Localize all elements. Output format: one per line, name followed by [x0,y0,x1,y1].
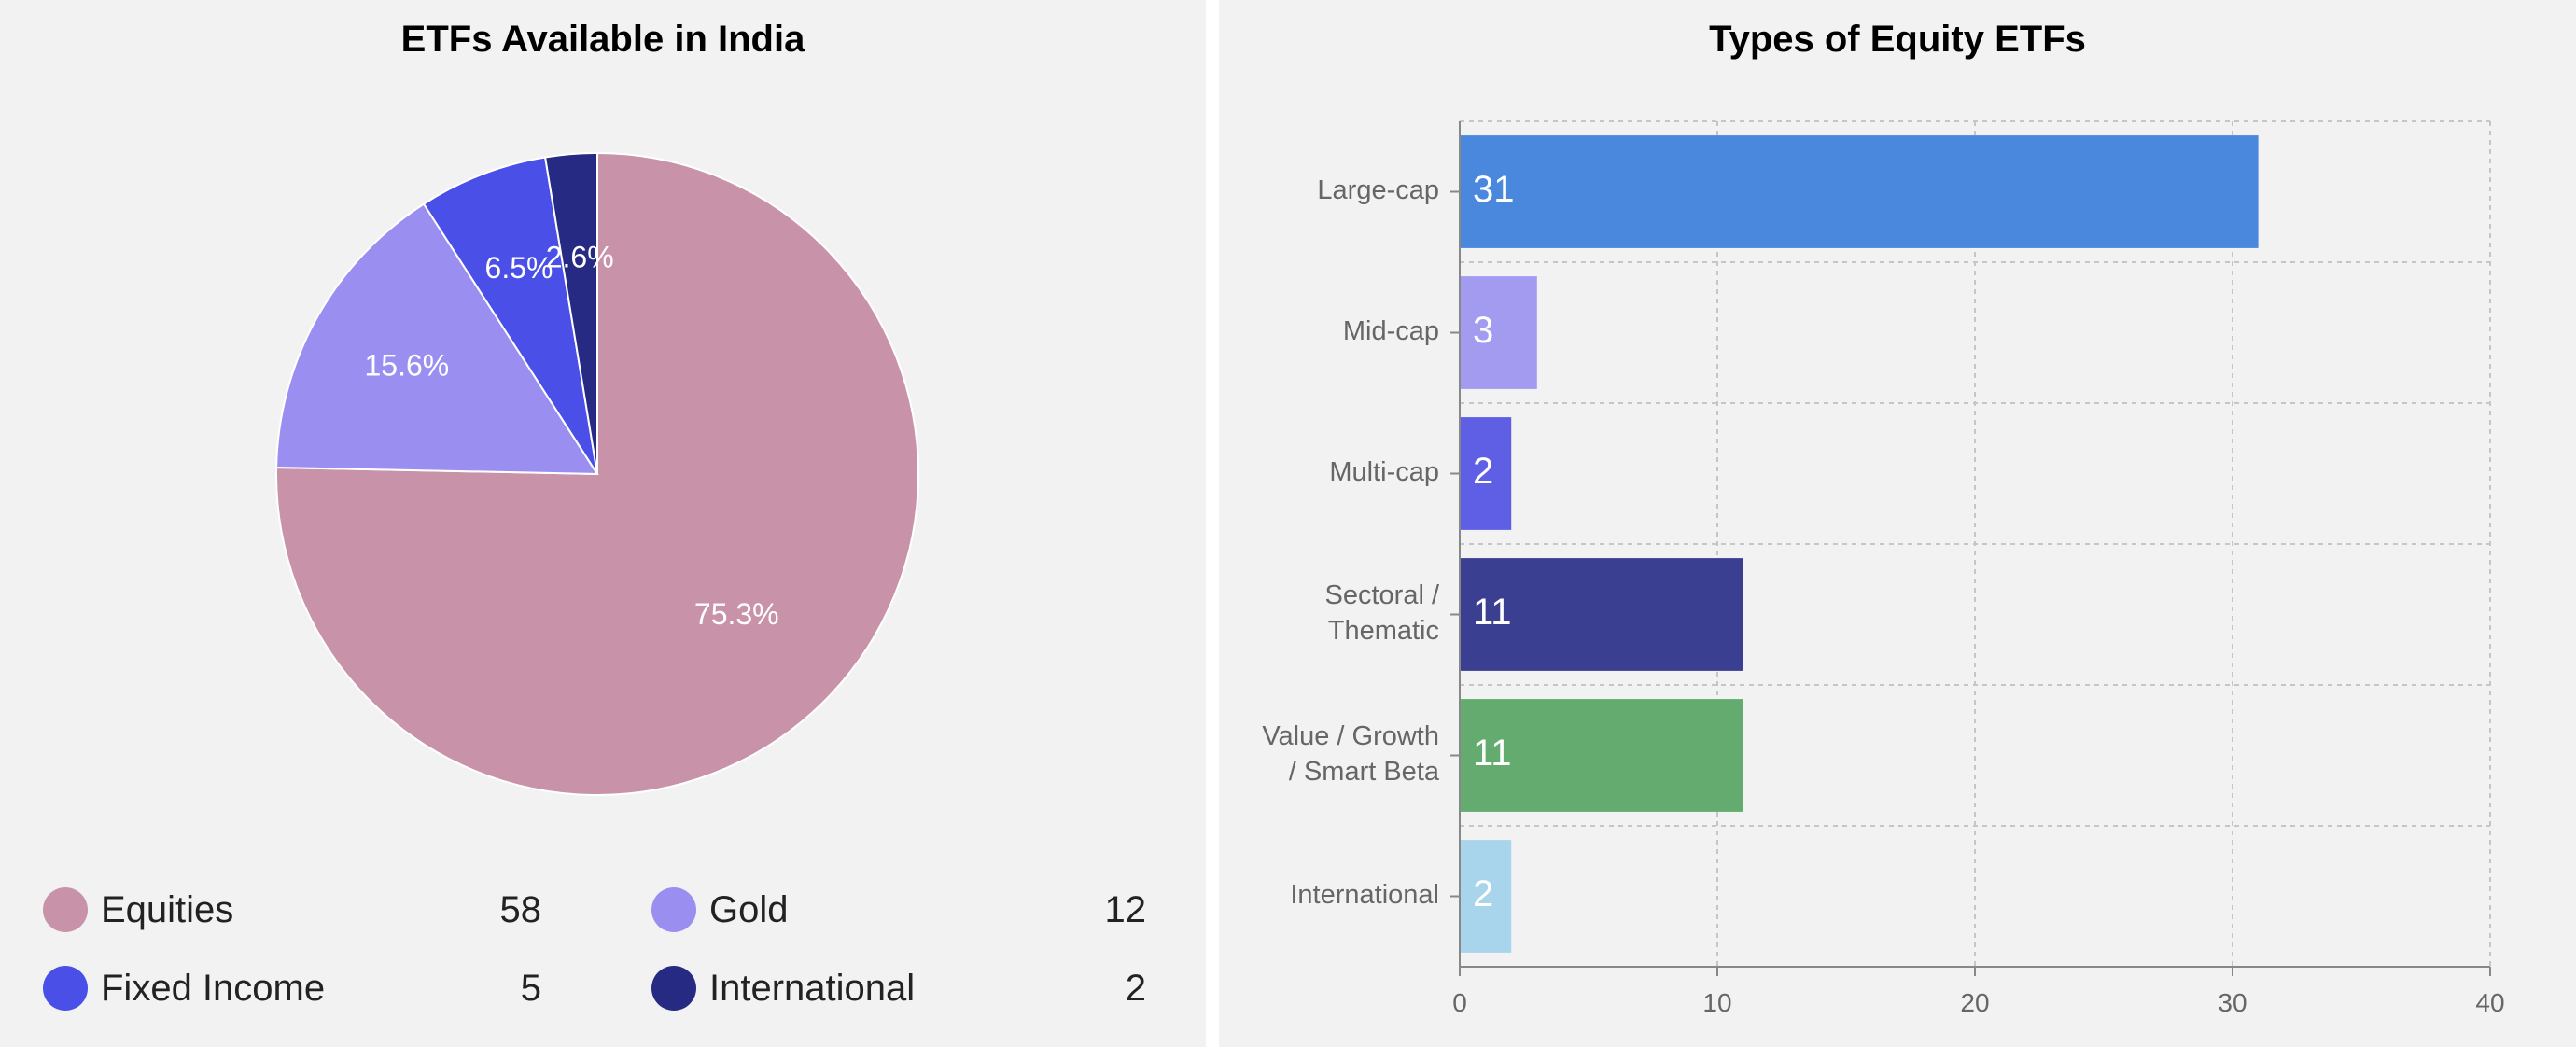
x-tick-label: 30 [2218,988,2247,1017]
legend-count: 5 [520,968,541,1009]
x-tick-label: 40 [2475,988,2504,1017]
legend-label: Fixed Income [101,968,326,1009]
pie-chart-panel: ETFs Available in India 75.3% 15.6% 6.5% 2.… [0,0,1206,1047]
x-tick-label: 10 [1702,988,1731,1017]
bar-value-label: 2 [1473,451,1493,492]
bar-international[interactable] [1461,840,1512,953]
bar-sectoral-thematic[interactable] [1461,558,1743,671]
legend-swatch [651,966,696,1011]
bar-value-label: 31 [1473,169,1515,210]
pie-slice-fixed-income[interactable] [422,156,598,475]
category-label: Multi-cap [1329,457,1439,487]
x-tick-label: 20 [1960,988,1989,1017]
legend-item-fixed-income[interactable]: Fixed Income 5 [43,960,566,1016]
bar-chart-title: Types of Equity ETFs [1709,19,2086,60]
bar-value-label: 2 [1473,873,1493,914]
pie-slice-gold[interactable] [275,202,599,476]
legend-count: 58 [499,889,542,930]
x-tick-label: 0 [1452,988,1467,1017]
legend-label: Equities [101,889,234,930]
category-label: International [1290,880,1439,910]
category-label: Sectoral / Thematic [1325,580,1440,646]
pie-slice-label: 15.6% [364,348,449,382]
category-label: Mid-cap [1343,316,1439,346]
category-label: Value / Growth / Smart Beta [1262,721,1440,787]
legend-label: International [709,968,916,1009]
bar-multi-cap[interactable] [1461,417,1512,530]
bar-large-cap[interactable] [1461,135,2259,248]
bar-value-label: 11 [1473,592,1512,633]
bar-chart: 0 10 20 30 40 31 Large-cap 3 Mid-cap 2 Multi-cap 11… [1262,120,2505,1017]
category-label: Large-cap [1317,175,1439,205]
legend-item-international[interactable]: International 2 [651,960,1174,1016]
pie-chart: 75.3% 15.6% 6.5%2.6% [275,151,919,796]
legend-count: 12 [1104,889,1147,930]
bar-value-label: 11 [1473,733,1512,774]
legend-count: 2 [1125,968,1146,1009]
pie-slice-label: 75.3% [694,597,779,631]
pie-slice-label: 6.5% [485,251,553,285]
legend-item-equities[interactable]: Equities 58 [43,882,566,938]
legend-swatch [43,966,88,1011]
legend-label: Gold [709,889,789,930]
legend-item-gold[interactable]: Gold 12 [651,882,1174,938]
bar-value-label: 3 [1473,310,1493,351]
pie-slice-label: 2.6% [546,241,614,274]
bar-chart-panel: Types of Equity ETFs 0 10 20 30 40 31 Large-ca… [1219,0,2576,1047]
pie-slice-international[interactable] [543,151,598,475]
bar-mid-cap[interactable] [1461,276,1537,389]
legend-swatch [43,887,88,932]
legend-swatch [651,887,696,932]
bar-value-growth-smart-beta[interactable] [1461,699,1743,812]
pie-chart-title: ETFs Available in India [400,19,805,60]
